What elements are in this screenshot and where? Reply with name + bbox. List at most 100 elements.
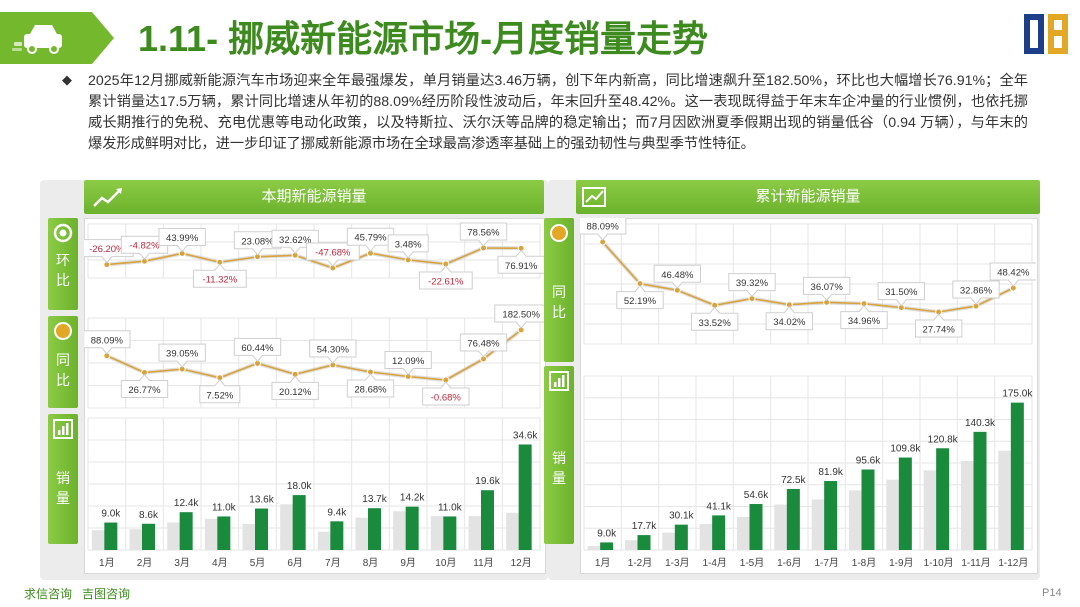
svg-text:43.99%: 43.99% [166,233,199,244]
monthly-bar-label: 11.0k [212,502,237,513]
cum-bar-label: 109.8k [890,444,921,455]
monthly-bar-label: 8.6k [139,510,159,521]
logo-icon [1020,8,1072,60]
cum-bar-label: 175.0k [1002,389,1033,400]
cum-yoy-value-label: 31.50% [877,282,926,307]
yoy-value-label: 26.77% [120,373,169,399]
cum-bar [637,535,651,550]
cum-tick-label: 1-6月 [777,557,801,569]
monthly-bar [443,516,457,550]
cum-tick-label: 1-4月 [702,557,726,569]
svg-text:3.48%: 3.48% [395,239,422,250]
svg-text:88.09%: 88.09% [91,335,124,346]
growth-bars-icon [580,184,610,210]
monthly-tick-label: 6月 [287,557,303,569]
monthly-bar [330,521,344,550]
title-chevron [92,12,114,64]
svg-text:34.96%: 34.96% [848,316,881,327]
footer-source-1[interactable]: 求信咨询 [24,587,73,601]
svg-text:23.08%: 23.08% [241,236,274,247]
svg-text:32.62%: 32.62% [279,235,312,246]
svg-text:-11.32%: -11.32% [202,275,237,286]
cum-bar [898,457,912,550]
yoy-value-label: 54.30% [309,339,357,364]
monthly-bar-label: 9.0k [101,509,121,520]
cum-bar-label: 41.1k [706,501,731,512]
right-tab-sales [544,366,574,544]
monthly-bar-label: 9.4k [327,507,347,518]
cum-prior-bar [774,504,788,550]
monthly-prior-bar [280,504,294,550]
cum-prior-bar [699,524,713,550]
left-banner: 本期新能源销量 [84,180,544,214]
monthly-prior-bar [317,531,331,550]
cum-bar-label: 72.5k [781,475,806,486]
cum-bar-label: 120.8k [928,434,959,445]
mom-value-label: -22.61% [418,265,473,290]
cum-bar [674,524,688,550]
monthly-bar [405,506,419,550]
cum-tick-label: 1-3月 [665,557,689,569]
svg-text:32.86%: 32.86% [960,286,993,297]
monthly-prior-bar [430,516,444,550]
monthly-bar [255,508,268,550]
mom-value-label: -47.68% [305,242,360,267]
yoy-line [106,329,522,381]
monthly-prior-bar [204,518,218,550]
yoy-value-label: 20.12% [271,375,319,400]
svg-text:-22.61%: -22.61% [428,277,464,288]
svg-text:76.48%: 76.48% [467,338,500,349]
cum-prior-bar [625,540,638,550]
monthly-bar-label: 34.6k [513,430,538,441]
cum-yoy-value-label: 36.07% [802,276,851,302]
cum-bar [936,448,950,550]
monthly-bar [142,523,155,550]
svg-text:20.12%: 20.12% [279,387,312,398]
svg-text:31.50%: 31.50% [885,287,918,298]
svg-text:39.05%: 39.05% [166,349,199,360]
monthly-bar [518,444,532,550]
monthly-bar-label: 12.4k [174,498,199,509]
monthly-bar-label: 11.0k [438,502,463,513]
monthly-tick-label: 4月 [212,557,228,569]
svg-text:60.44%: 60.44% [241,343,274,354]
monthly-bar [104,522,118,550]
mom-value-label: -11.32% [192,263,247,288]
trend-icon [90,184,130,210]
cum-bar-label: 95.6k [856,455,881,466]
cum-tick-label: 1-7月 [814,557,838,569]
cum-prior-bar [923,470,937,550]
sun-icon-right [548,222,570,244]
cum-bar [824,481,838,550]
svg-text:88.09%: 88.09% [587,222,620,233]
cum-tick-label: 1-9月 [889,557,913,569]
monthly-prior-bar [129,529,143,550]
yoy-value-label: 76.48% [459,333,508,358]
svg-text:12.09%: 12.09% [392,356,425,367]
svg-text:7.52%: 7.52% [206,390,233,401]
monthly-tick-label: 3月 [174,557,190,569]
summary-bullet: ◆ [62,72,72,87]
yoy-value-label: -0.68% [422,381,470,406]
monthly-prior-bar [242,524,256,550]
cum-tick-label: 1-12月 [998,557,1028,569]
cum-tick-label: 1-10月 [924,557,954,569]
svg-text:36.07%: 36.07% [811,282,844,293]
cum-yoy-value-label: 48.42% [989,262,1036,287]
cum-prior-bar [886,479,900,550]
cum-yoy-value-label: 34.02% [765,305,814,331]
svg-text:33.52%: 33.52% [699,318,732,329]
svg-text:52.19%: 52.19% [624,296,657,307]
cum-tick-label: 1月 [595,557,611,569]
cum-bar [600,542,614,550]
monthly-bar [292,495,306,550]
target-icon [52,222,74,244]
yoy-value-label: 182.50% [494,304,544,329]
cum-prior-bar [737,516,750,550]
page-title: 1.11- 挪威新能源市场-月度销量走势 [138,18,709,59]
yoy-value-label: 88.09% [84,330,131,355]
footer-source-2[interactable]: 吉图咨询 [82,587,131,601]
cum-prior-bar [811,499,825,550]
monthly-tick-label: 11月 [473,557,493,569]
svg-text:-26.20%: -26.20% [89,244,125,255]
